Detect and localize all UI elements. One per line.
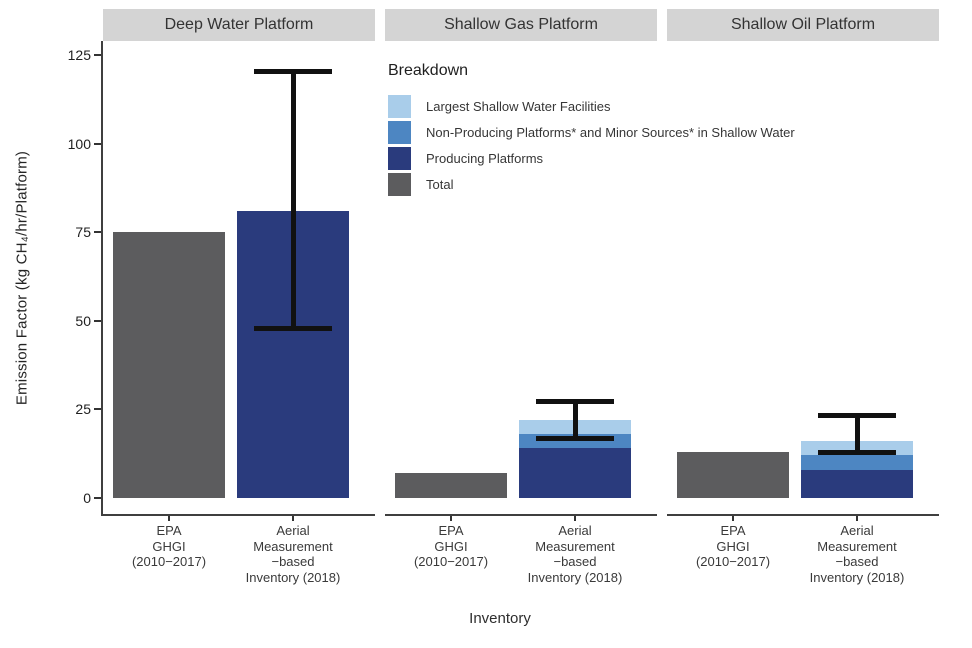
y-tick-label: 75 [75, 224, 91, 241]
bar-segment-total [677, 451, 789, 498]
error-bar-cap-top [254, 69, 332, 75]
x-axis-title: Inventory [469, 610, 531, 627]
x-tick-label: EPA GHGI (2010−2017) [695, 523, 771, 569]
x-tick-label: EPA GHGI (2010−2017) [413, 523, 489, 569]
x-tick-mark [574, 516, 576, 521]
y-tick-mark [94, 142, 101, 145]
y-tick-mark [94, 408, 101, 411]
panel-strip: Shallow Gas Platform [385, 9, 657, 41]
legend-swatch [388, 120, 411, 144]
legend-item: Total [388, 171, 795, 197]
legend-title: Breakdown [388, 62, 469, 79]
y-tick-mark [94, 231, 101, 234]
bar-segment-total [395, 473, 507, 498]
y-axis-title: Emission Factor (kg CH₄/hr/Platform) [13, 150, 31, 406]
y-tick-label: 50 [75, 312, 91, 329]
error-bar-cap-bottom [818, 450, 896, 456]
error-bar-line [290, 69, 296, 332]
y-tick-mark [94, 319, 101, 322]
y-tick-mark [94, 54, 101, 56]
legend-label: Largest Shallow Water Facilities [426, 98, 611, 114]
legend-items: Largest Shallow Water Facilities Non-Prod… [388, 93, 795, 197]
x-tick-mark [450, 516, 452, 521]
x-axis-line [667, 514, 939, 516]
x-axis-line [385, 514, 657, 516]
x-tick-label: Aerial Measurement −based Inventory (201… [809, 523, 905, 585]
error-bar-cap-bottom [254, 326, 332, 332]
bar-segment-producing [519, 448, 631, 498]
x-tick-mark [856, 516, 858, 521]
error-bar-line [572, 398, 578, 442]
y-tick-label: 125 [67, 47, 91, 63]
error-bar-cap-top [536, 398, 614, 404]
legend-item: Producing Platforms [388, 145, 795, 171]
y-tick-label: 25 [75, 401, 91, 418]
y-tick-mark [94, 497, 101, 499]
legend-swatch [388, 146, 411, 170]
y-tick-label: 0 [83, 490, 91, 506]
legend: Breakdown Largest Shallow Water Faciliti… [388, 62, 795, 197]
x-tick-label: Aerial Measurement −based Inventory (201… [527, 523, 623, 585]
legend-item: Largest Shallow Water Facilities [388, 93, 795, 119]
x-tick-label: EPA GHGI (2010−2017) [131, 523, 207, 569]
bar-segment-non-producing [801, 455, 913, 470]
panel-strip: Deep Water Platform [103, 9, 375, 41]
x-tick-mark [732, 516, 734, 521]
panel-title: Shallow Oil Platform [730, 16, 876, 33]
y-tick-label: 100 [67, 135, 91, 152]
legend-label: Non-Producing Platforms* and Minor Sourc… [426, 124, 795, 140]
bar-segment-total [113, 232, 225, 498]
error-bar-cap-top [818, 412, 896, 418]
error-bar-cap-bottom [536, 436, 614, 442]
x-tick-mark [168, 516, 170, 521]
x-tick-label: Aerial Measurement −based Inventory (201… [245, 523, 341, 585]
y-axis-line [101, 41, 103, 516]
x-axis-line [103, 514, 375, 516]
legend-swatch [388, 94, 411, 118]
legend-item: Non-Producing Platforms* and Minor Sourc… [388, 119, 795, 145]
panel-strip: Shallow Oil Platform [667, 9, 939, 41]
panel-title: Shallow Gas Platform [444, 16, 598, 33]
bar-segment-producing [801, 469, 913, 498]
legend-swatch [388, 172, 411, 196]
x-tick-mark [292, 516, 294, 521]
error-bar-line [854, 412, 860, 456]
legend-label: Producing Platforms [426, 150, 544, 166]
legend-label: Total [426, 176, 454, 192]
panel-title: Deep Water Platform [164, 16, 314, 33]
